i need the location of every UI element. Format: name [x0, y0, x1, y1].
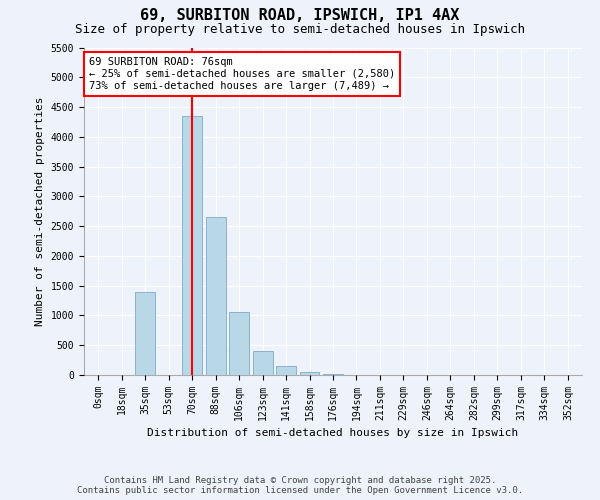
- Bar: [253, 351, 272, 375]
- Bar: [182, 116, 202, 375]
- Text: 69, SURBITON ROAD, IPSWICH, IP1 4AX: 69, SURBITON ROAD, IPSWICH, IP1 4AX: [140, 8, 460, 22]
- Text: Contains HM Land Registry data © Crown copyright and database right 2025.
Contai: Contains HM Land Registry data © Crown c…: [77, 476, 523, 495]
- Bar: [323, 374, 343, 375]
- Text: Size of property relative to semi-detached houses in Ipswich: Size of property relative to semi-detach…: [75, 22, 525, 36]
- Bar: [299, 372, 319, 375]
- Y-axis label: Number of semi-detached properties: Number of semi-detached properties: [35, 96, 45, 326]
- Bar: [206, 217, 226, 375]
- Bar: [276, 366, 296, 375]
- Bar: [229, 312, 249, 375]
- Bar: [135, 292, 155, 375]
- X-axis label: Distribution of semi-detached houses by size in Ipswich: Distribution of semi-detached houses by …: [148, 428, 518, 438]
- Text: 69 SURBITON ROAD: 76sqm
← 25% of semi-detached houses are smaller (2,580)
73% of: 69 SURBITON ROAD: 76sqm ← 25% of semi-de…: [89, 58, 395, 90]
